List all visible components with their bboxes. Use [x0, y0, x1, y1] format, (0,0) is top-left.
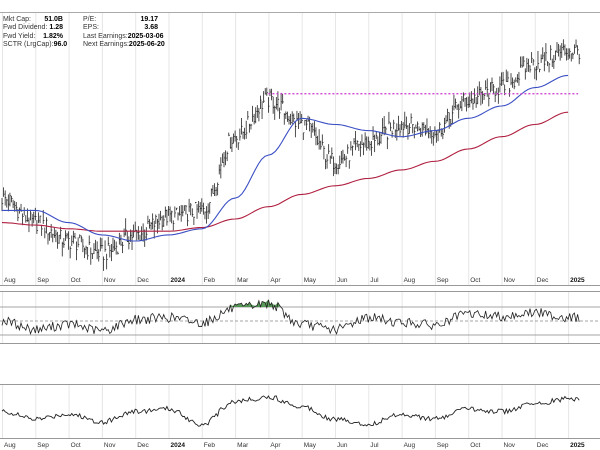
x-axis-label: Nov	[504, 442, 516, 449]
x-axis-label: May	[304, 277, 317, 284]
x-axis-label: Sep	[37, 442, 49, 449]
x-axis-label: Dec	[537, 277, 549, 284]
fundamental-row: Fwd Dividend: 1.28	[3, 24, 63, 32]
momentum-panel	[1, 395, 580, 427]
x-axis-label: Feb	[204, 442, 216, 449]
x-axis-label: 2024	[171, 277, 186, 284]
x-axis-label: Feb	[204, 277, 216, 284]
fundamental-value: 2025-03-06	[127, 32, 164, 40]
panel-frames	[0, 12, 600, 439]
price-x-axis-labels: Aug Sep Oct Nov Dec 2024 Feb Mar Apr May Jun Jul Aug…	[4, 277, 585, 284]
fundamentals-right: P/E: 19.17 EPS: 3.68 Last Earnings: 2025-03-0…	[83, 16, 165, 50]
fundamental-row: SCTR (LrgCap): 96.0	[3, 41, 67, 49]
price-panel	[1, 39, 581, 271]
x-axis-label: Aug	[4, 277, 16, 284]
x-axis-label: Nov	[104, 277, 116, 284]
fundamental-label: EPS:	[83, 24, 99, 32]
x-axis-label: Nov	[504, 277, 516, 284]
x-axis-label: Jul	[370, 442, 379, 449]
fundamental-label: Fwd Yield:	[3, 32, 36, 40]
x-axis-label: Dec	[537, 442, 549, 449]
oscillator-line	[1, 299, 580, 335]
x-axis-label: 2025	[570, 442, 585, 449]
oscillator-panel	[0, 299, 600, 336]
x-axis-label: Jun	[337, 277, 348, 284]
fundamental-value: 51.0B	[44, 16, 63, 23]
long-moving-average-line	[1, 111, 569, 232]
fundamental-label: Fwd Dividend:	[3, 24, 48, 32]
fundamental-row: Fwd Yield: 1.82%	[3, 33, 63, 41]
x-axis-label: Apr	[270, 277, 281, 284]
x-axis-label: May	[304, 442, 317, 449]
fundamental-value: 96.0	[53, 41, 68, 49]
fundamental-row: Next Earnings: 2025-06-20	[83, 41, 165, 49]
x-axis-label: Aug	[4, 442, 16, 449]
fundamental-label: Last Earnings:	[83, 32, 128, 40]
momentum-x-axis-labels: Aug Sep Oct Nov Dec 2024 Feb Mar Apr May Jun Jul Aug…	[4, 442, 585, 449]
x-axis-label: Oct	[470, 277, 480, 284]
x-axis-label: Apr	[270, 442, 281, 449]
x-axis-label: Mar	[237, 277, 249, 284]
fundamental-row: Mkt Cap: 51.0B	[3, 16, 63, 24]
x-axis-label: Dec	[137, 277, 149, 284]
fundamental-row: P/E: 19.17	[83, 16, 158, 24]
fundamental-value: 1.82%	[43, 32, 63, 40]
fundamental-row: Last Earnings: 2025-03-06	[83, 32, 164, 41]
fundamentals-left: Mkt Cap: 51.0B Fwd Dividend: 1.28 Fwd Yield:…	[3, 16, 67, 50]
x-axis-label: Jul	[370, 277, 379, 284]
momentum-line	[1, 395, 580, 427]
x-axis-label: Oct	[71, 442, 81, 449]
fundamental-label: Mkt Cap:	[3, 16, 32, 23]
fundamental-label: Next Earnings:	[83, 41, 129, 49]
x-axis-label: Sep	[37, 277, 49, 284]
fundamental-label: P/E:	[83, 16, 97, 23]
x-axis-label: Sep	[437, 442, 449, 449]
fundamental-row: EPS: 3.68	[83, 24, 158, 32]
x-axis-label: Aug	[404, 277, 416, 284]
x-axis-label: 2024	[171, 442, 186, 449]
fundamental-value: 1.28	[49, 24, 63, 32]
x-axis-label: Oct	[71, 277, 81, 284]
fundamental-value: 3.68	[144, 24, 158, 32]
x-axis-label: 2025	[570, 277, 585, 284]
fundamental-label: SCTR (LrgCap):	[3, 41, 54, 49]
x-axis-label: Oct	[470, 442, 480, 449]
fundamental-value: 2025-06-20	[128, 41, 165, 49]
short-moving-average-line	[2, 74, 569, 242]
x-axis-label: Dec	[137, 442, 149, 449]
x-axis-label: Nov	[104, 442, 116, 449]
x-axis-label: Sep	[437, 277, 449, 284]
month-gridlines	[2, 13, 570, 438]
fundamental-value: 19.17	[140, 16, 158, 23]
x-axis-label: Jun	[337, 442, 348, 449]
x-axis-label: Mar	[237, 442, 249, 449]
x-axis-label: Aug	[404, 442, 416, 449]
